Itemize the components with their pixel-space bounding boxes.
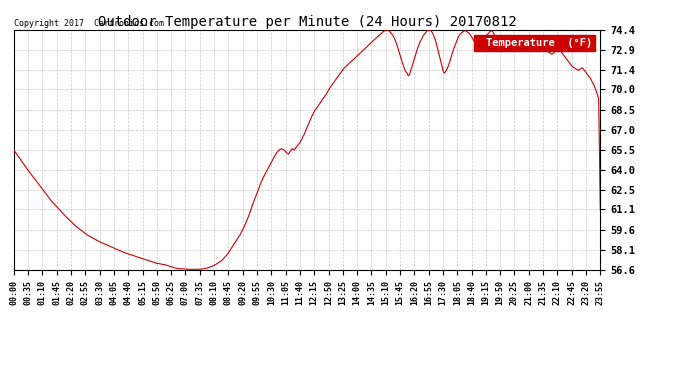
Legend: Temperature  (°F): Temperature (°F) xyxy=(474,35,595,51)
Text: Copyright 2017  Cartronics.com: Copyright 2017 Cartronics.com xyxy=(14,19,164,28)
Title: Outdoor Temperature per Minute (24 Hours) 20170812: Outdoor Temperature per Minute (24 Hours… xyxy=(98,15,516,29)
